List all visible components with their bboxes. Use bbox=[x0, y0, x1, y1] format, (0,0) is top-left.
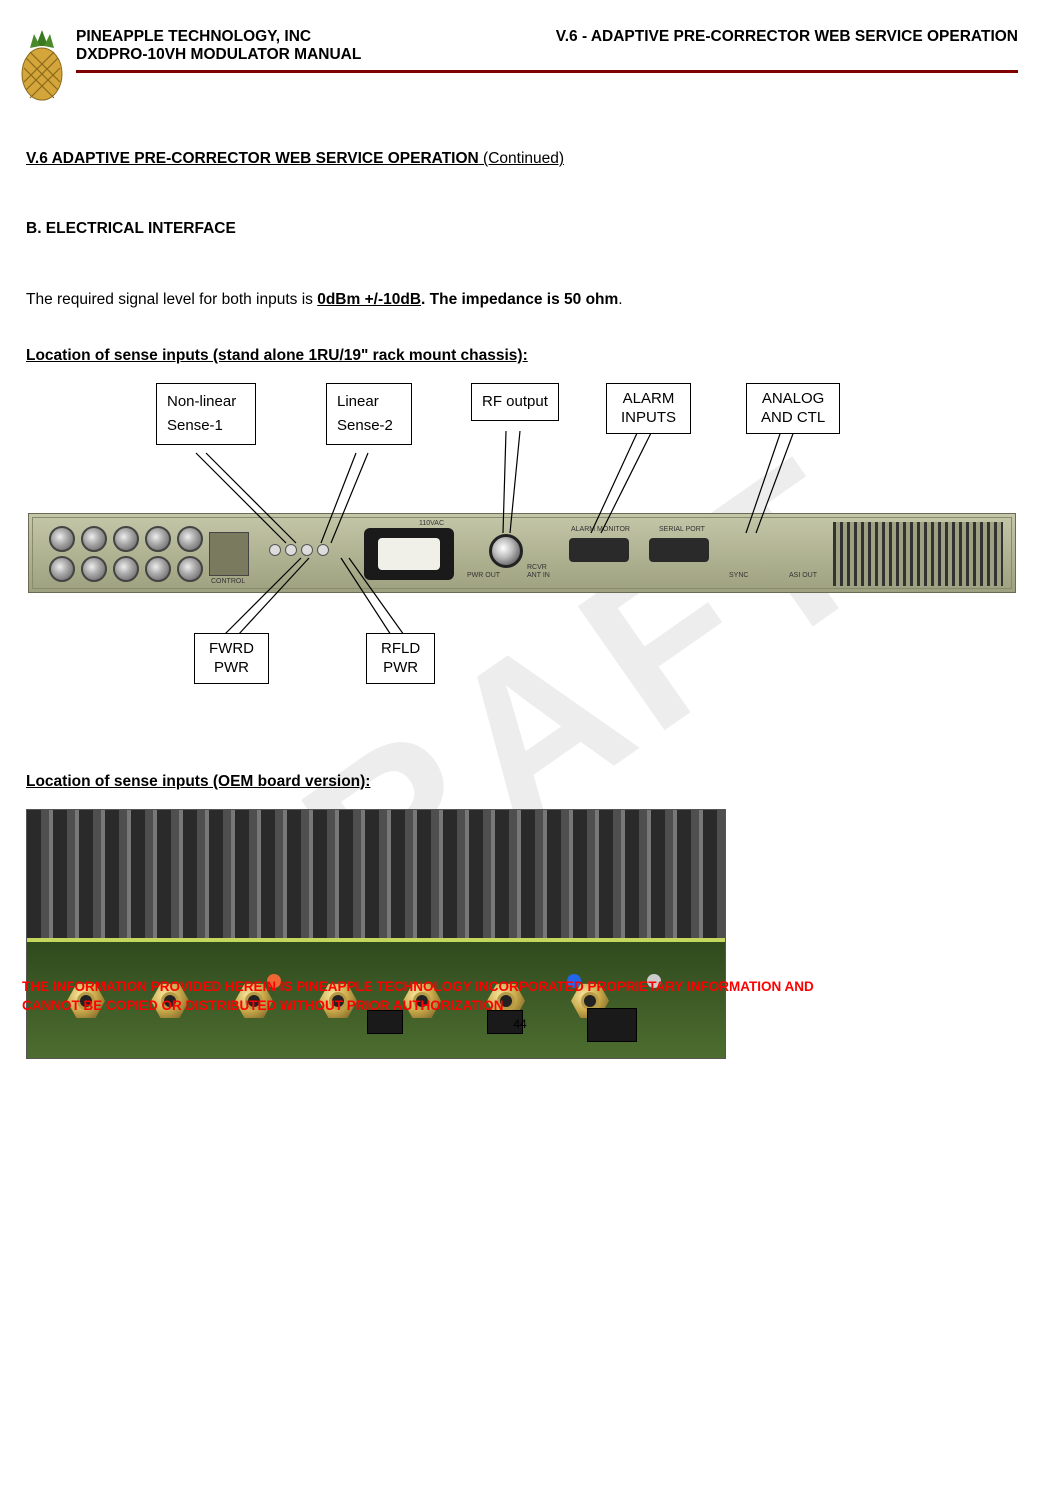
location2-heading: Location of sense inputs (OEM board vers… bbox=[26, 773, 1018, 791]
footer-line1: THE INFORMATION PROVIDED HEREIN IS PINEA… bbox=[22, 978, 1018, 996]
location1-heading: Location of sense inputs (stand alone 1R… bbox=[26, 347, 1018, 365]
pineapple-logo-icon bbox=[14, 28, 70, 102]
callout-rf: RF output bbox=[471, 383, 559, 421]
spec-paragraph: The required signal level for both input… bbox=[26, 290, 1018, 311]
page-number: 44 bbox=[22, 1017, 1018, 1031]
header-product: DXDPRO-10VH MODULATOR MANUAL bbox=[76, 46, 1018, 64]
header-section: V.6 - ADAPTIVE PRE-CORRECTOR WEB SERVICE… bbox=[556, 28, 1018, 46]
header-company: PINEAPPLE TECHNOLOGY, INC bbox=[76, 28, 311, 46]
page-footer: THE INFORMATION PROVIDED HEREIN IS PINEA… bbox=[22, 978, 1018, 1030]
section-title: V.6 ADAPTIVE PRE-CORRECTOR WEB SERVICE O… bbox=[26, 150, 1018, 168]
page-header: PINEAPPLE TECHNOLOGY, INC V.6 - ADAPTIVE… bbox=[0, 0, 1040, 108]
chassis-panel: CONTROL 110VAC PWR OUT RCVR ANT IN ALARM… bbox=[28, 513, 1016, 593]
callout-analog: ANALOG AND CTL bbox=[746, 383, 840, 435]
callout-linear: Linear Sense-2 bbox=[326, 383, 412, 445]
subsection-heading: B. ELECTRICAL INTERFACE bbox=[26, 220, 1018, 238]
header-rule bbox=[76, 70, 1018, 73]
callout-alarm: ALARM INPUTS bbox=[606, 383, 691, 435]
callout-fwrd: FWRD PWR bbox=[194, 633, 269, 685]
callout-rfld: RFLD PWR bbox=[366, 633, 435, 685]
chassis-diagram: Non-linear Sense-1 Linear Sense-2 RF out… bbox=[26, 383, 1018, 703]
footer-line2: CANNOT BE COPIED OR DISTRIBUTED WITHOUT … bbox=[22, 997, 1018, 1015]
callout-nonlinear: Non-linear Sense-1 bbox=[156, 383, 256, 445]
